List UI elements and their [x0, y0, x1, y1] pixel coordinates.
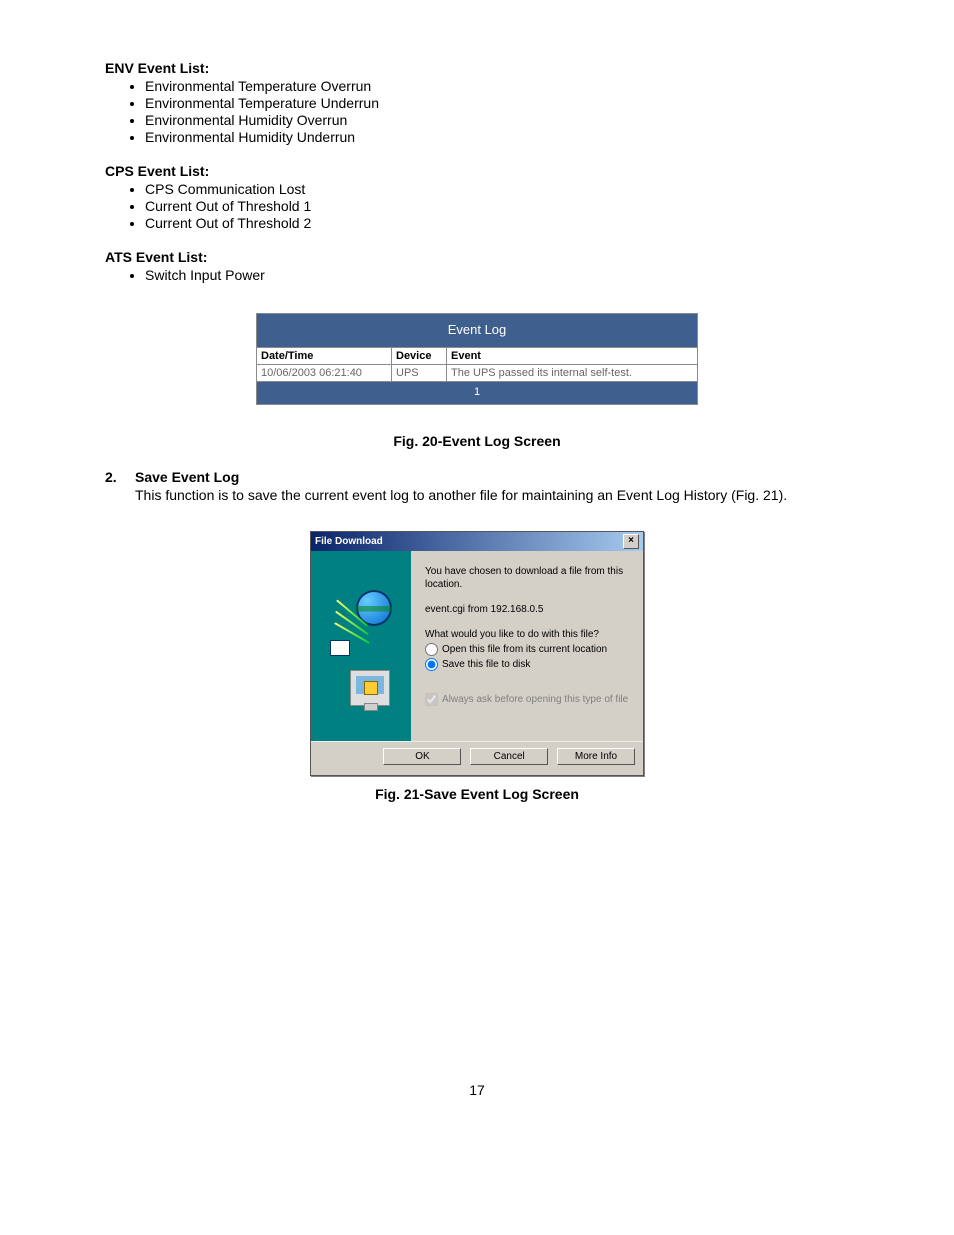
section-title: Save Event Log — [135, 469, 239, 485]
cps-list: CPS Communication Lost Current Out of Th… — [105, 181, 849, 231]
col-device: Device — [392, 347, 447, 364]
download-icon — [326, 586, 396, 706]
dialog-content: You have chosen to download a file from … — [411, 551, 643, 741]
dialog-prompt: What would you like to do with this file… — [425, 628, 629, 641]
cell-device: UPS — [392, 364, 447, 381]
fig20-caption: Fig. 20-Event Log Screen — [105, 433, 849, 449]
col-event: Event — [447, 347, 697, 364]
checkbox-label: Always ask before opening this type of f… — [442, 693, 628, 706]
section-2-heading: 2. Save Event Log — [105, 469, 849, 485]
checkbox-row: Always ask before opening this type of f… — [425, 693, 629, 706]
radio-open-row[interactable]: Open this file from its current location — [425, 643, 629, 656]
dialog-line1: You have chosen to download a file from … — [425, 565, 629, 591]
env-heading: ENV Event List: — [105, 60, 849, 76]
list-item: Environmental Humidity Underrun — [145, 129, 849, 145]
eventlog-title: Event Log — [257, 314, 697, 347]
list-item: Environmental Humidity Overrun — [145, 112, 849, 128]
cell-datetime: 10/06/2003 06:21:40 — [257, 364, 392, 381]
dialog-title-text: File Download — [315, 536, 383, 547]
radio-save-row[interactable]: Save this file to disk — [425, 658, 629, 671]
section-desc: This function is to save the current eve… — [135, 487, 849, 503]
eventlog-footer: 1 — [257, 381, 697, 404]
close-button[interactable]: × — [623, 534, 639, 549]
ats-list: Switch Input Power — [105, 267, 849, 283]
list-item: Environmental Temperature Overrun — [145, 78, 849, 94]
section-number: 2. — [105, 469, 125, 485]
dialog-icon-column — [311, 551, 411, 741]
list-item: CPS Communication Lost — [145, 181, 849, 197]
dialog-line2: event.cgi from 192.168.0.5 — [425, 603, 629, 616]
eventlog-table: Event Log Date/Time Device Event 10/06/2… — [256, 313, 698, 405]
cell-event: The UPS passed its internal self-test. — [447, 364, 697, 381]
cancel-button[interactable]: Cancel — [470, 748, 548, 765]
page-number: 17 — [105, 1082, 849, 1098]
env-list: Environmental Temperature Overrun Enviro… — [105, 78, 849, 145]
radio-save[interactable] — [425, 658, 438, 671]
ok-button[interactable]: OK — [383, 748, 461, 765]
radio-save-label: Save this file to disk — [442, 658, 530, 671]
more-info-button[interactable]: More Info — [557, 748, 635, 765]
always-ask-checkbox — [425, 693, 438, 706]
list-item: Current Out of Threshold 1 — [145, 198, 849, 214]
radio-open[interactable] — [425, 643, 438, 656]
eventlog-data-row: 10/06/2003 06:21:40 UPS The UPS passed i… — [257, 364, 697, 381]
radio-open-label: Open this file from its current location — [442, 643, 607, 656]
cps-heading: CPS Event List: — [105, 163, 849, 179]
list-item: Switch Input Power — [145, 267, 849, 283]
dialog-titlebar: File Download × — [311, 532, 643, 551]
ats-heading: ATS Event List: — [105, 249, 849, 265]
dialog-button-row: OK Cancel More Info — [311, 741, 643, 775]
col-datetime: Date/Time — [257, 347, 392, 364]
eventlog-header-row: Date/Time Device Event — [257, 347, 697, 364]
list-item: Current Out of Threshold 2 — [145, 215, 849, 231]
file-download-dialog: File Download × You have chosen to downl… — [310, 531, 644, 776]
list-item: Environmental Temperature Underrun — [145, 95, 849, 111]
fig21-caption: Fig. 21-Save Event Log Screen — [105, 786, 849, 802]
